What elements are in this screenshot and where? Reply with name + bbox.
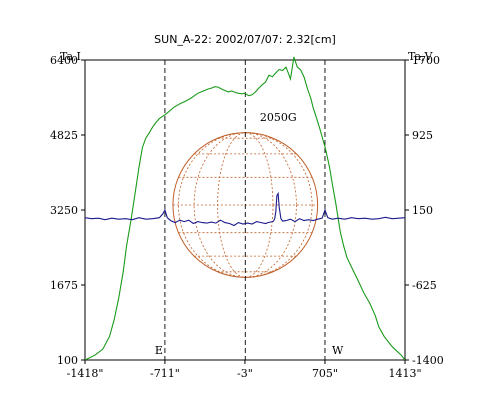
x-tick-label: -3" — [237, 367, 253, 380]
longitude-line — [217, 132, 274, 278]
x-tick-label: 1413" — [388, 367, 421, 380]
limb-marker-label: W — [332, 344, 344, 357]
right-tick-label: 1700 — [412, 54, 440, 67]
left-tick-label: 100 — [57, 354, 78, 367]
left-tick-label: 1675 — [50, 279, 78, 292]
series-layer — [84, 56, 406, 361]
limb-marker-label: E — [155, 344, 163, 357]
left-tick-label: 6400 — [50, 54, 78, 67]
right-tick-label: 925 — [412, 129, 433, 142]
intensity-series-line — [84, 56, 406, 361]
tick-layer: -1418" -711" -3" 705" 1413" 6400 4825 3250 1675 1… — [50, 54, 444, 380]
x-tick-label: 705" — [312, 367, 338, 380]
right-axis-label: Ta,V — [408, 50, 434, 63]
right-tick-label: -625 — [412, 279, 437, 292]
annotation-label: 2050G — [260, 111, 297, 124]
polarization-series-line — [84, 191, 406, 227]
x-tick-label: -711" — [150, 367, 180, 380]
left-axis-label: Ta,I — [60, 50, 81, 63]
right-tick-label: -1400 — [412, 354, 444, 367]
left-tick-label: 3250 — [50, 204, 78, 217]
chart-title: SUN_A-22: 2002/07/07: 2.32[cm] — [154, 33, 336, 46]
left-tick-label: 4825 — [50, 129, 78, 142]
x-tick-label: -1418" — [67, 367, 104, 380]
right-tick-label: 150 — [412, 204, 433, 217]
